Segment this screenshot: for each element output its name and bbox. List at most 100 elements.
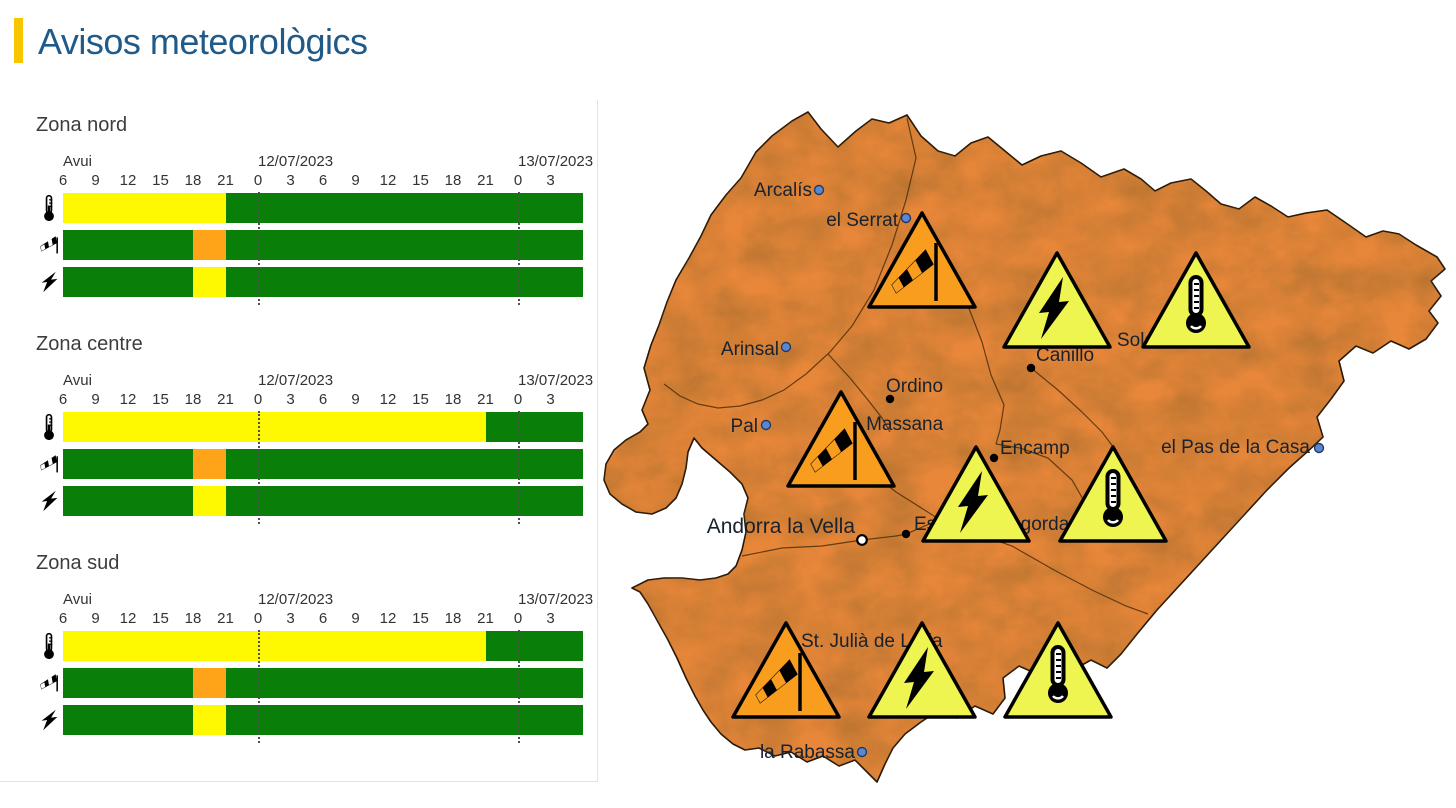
warning-row-lightning (41, 705, 583, 735)
timeline-rows (39, 411, 583, 524)
tick-label: 9 (91, 172, 100, 189)
windsock-icon (37, 230, 61, 260)
town-canillo: Canillo (1026, 345, 1094, 373)
day-label: Avui (63, 153, 92, 170)
midnight-divider (258, 630, 260, 743)
thermometer-icon (1048, 645, 1068, 703)
segment-yellow (193, 486, 226, 516)
page-title: Avisos meteorològics (38, 21, 368, 62)
midnight-divider (518, 192, 520, 305)
tick-label: 6 (58, 172, 68, 189)
tick-label: 21 (217, 172, 234, 189)
tick-label: 15 (152, 391, 169, 408)
day-label: 12/07/2023 (258, 153, 334, 170)
warning-triangle-temperature-yellow[interactable] (1141, 251, 1251, 349)
warning-triangle-temperature-yellow[interactable] (1003, 621, 1113, 719)
town-label: Arinsal (721, 339, 779, 360)
day-label: 13/07/2023 (518, 372, 594, 389)
warning-triangle-lightning-yellow[interactable] (1002, 251, 1112, 349)
tick-label: 0 (513, 172, 523, 189)
segment-green (225, 267, 583, 297)
segment-green (225, 193, 583, 223)
tick-label: 9 (351, 391, 360, 408)
town-dot (856, 746, 868, 758)
segment-yellow (63, 193, 226, 223)
warning-triangle-lightning-yellow[interactable] (921, 445, 1031, 543)
town-encamp: Encamp (989, 438, 1070, 463)
tick-label: 15 (152, 610, 169, 627)
warning-level-bar (63, 631, 583, 661)
warning-triangle-wind-orange[interactable] (786, 390, 896, 488)
midnight-divider (518, 411, 520, 524)
warning-row-lightning (41, 486, 583, 516)
tick-label: 12 (119, 391, 137, 408)
warning-row-thermometer (44, 631, 583, 661)
warning-row-thermometer (44, 412, 583, 442)
segment-green (63, 230, 193, 260)
midnight-divider (518, 630, 520, 743)
zone-title: Zona nord (36, 114, 128, 136)
town-label: Ordino (886, 376, 943, 397)
tick-label: 6 (318, 610, 328, 627)
tick-label: 9 (91, 610, 100, 627)
warning-level-bar (63, 449, 583, 479)
tick-label: 0 (253, 610, 263, 627)
tick-label: 18 (444, 172, 462, 189)
tick-label: 21 (477, 610, 494, 627)
lightning-icon (37, 267, 61, 297)
segment-green (63, 486, 193, 516)
tick-label: 12 (119, 172, 137, 189)
town-label: el Pas de la Casa (1161, 437, 1310, 458)
tick-label: 21 (477, 391, 494, 408)
warning-level-bar (63, 668, 583, 698)
zone-title: Zona centre (36, 333, 143, 355)
windsock-icon (37, 449, 61, 479)
thermometer-icon (37, 193, 61, 223)
town-dot (813, 184, 825, 196)
timeline-tick-labels: 6 9 12 15 18 21 0 3 6 9 12 15 18 21 0 3 (59, 391, 583, 412)
warning-level-bar (63, 705, 583, 735)
town-label: Arcalís (754, 180, 812, 201)
tick-label: 3 (286, 172, 295, 189)
town-pal: Pal (731, 416, 772, 437)
page-header: Avisos meteorològics (14, 18, 368, 66)
day-label: Avui (63, 591, 92, 608)
town-label: Encamp (1000, 438, 1070, 459)
warning-level-bar (63, 230, 583, 260)
warning-triangle-lightning-yellow[interactable] (867, 621, 977, 719)
segment-green (485, 631, 583, 661)
warning-triangle-wind-orange[interactable] (867, 211, 977, 309)
day-label: Avui (63, 372, 92, 389)
tick-label: 9 (91, 391, 100, 408)
segment-green (225, 449, 583, 479)
tick-label: 21 (477, 172, 494, 189)
lightning-icon (958, 471, 988, 533)
timeline-day-labels: Avui 12/07/2023 13/07/2023 (63, 372, 593, 391)
timeline-tick-labels: 6 9 12 15 18 21 0 3 6 9 12 15 18 21 0 3 (59, 172, 583, 193)
warning-row-windsock (39, 230, 583, 260)
lightning-icon (1039, 277, 1069, 339)
town-label: Andorra la Vella (707, 515, 856, 538)
tick-label: 18 (184, 610, 202, 627)
warning-triangle-wind-orange[interactable] (731, 621, 841, 719)
segment-yellow (63, 412, 486, 442)
tick-label: 15 (412, 610, 429, 627)
warning-triangle-temperature-yellow[interactable] (1058, 445, 1168, 543)
tick-label: 3 (286, 610, 295, 627)
segment-orange (193, 668, 226, 698)
town-la-massana: la Massana (846, 414, 944, 435)
tick-label: 21 (217, 610, 234, 627)
timeline-day-labels: Avui 12/07/2023 13/07/2023 (63, 591, 593, 610)
tick-label: 15 (412, 391, 429, 408)
tick-label: 18 (444, 610, 462, 627)
town-la-rabassa: la Rabassa (760, 742, 868, 763)
town-el-pas-de-la-casa: el Pas de la Casa (1161, 437, 1325, 458)
midnight-divider (258, 192, 260, 305)
warning-row-lightning (41, 267, 583, 297)
timeline-rows (39, 192, 583, 305)
zone-zona-centre: Zona centre Avui 12/07/2023 13/07/2023 6 9 1… (36, 333, 593, 524)
day-label: 13/07/2023 (518, 591, 594, 608)
title-accent-bar (14, 18, 23, 63)
tick-label: 3 (546, 610, 555, 627)
